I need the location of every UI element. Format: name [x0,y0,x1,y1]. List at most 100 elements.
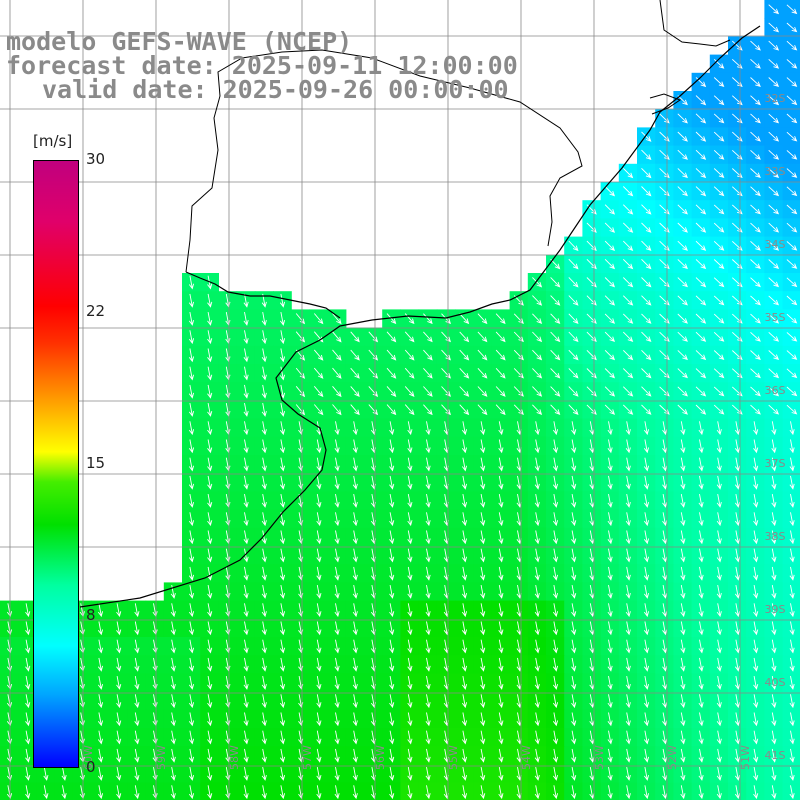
wind-arrow [677,168,688,179]
wind-speed-cell [782,327,800,347]
wind-arrow [425,585,431,599]
wind-arrow [713,277,725,288]
wind-arrow [771,512,777,527]
wind-arrow [334,621,340,636]
wind-arrow [552,730,559,745]
wind-arrow [771,475,777,490]
wind-arrow [498,548,504,563]
wind-arrow [753,566,759,581]
wind-arrow [170,785,176,800]
wind-arrow [459,331,470,343]
wind-arrow [716,748,722,763]
wind-arrow [695,149,707,160]
wind-arrow [680,603,686,618]
wind-speed-cell [782,72,800,92]
wind-arrow [698,475,704,490]
wind-arrow [698,657,704,672]
wind-arrow [332,404,342,416]
colorbar-tick-8: 8 [86,606,96,624]
wind-arrow [768,131,780,142]
wind-arrow [534,767,540,781]
wind-arrow [677,149,688,160]
wind-arrow [279,712,286,727]
wind-arrow [750,295,761,306]
wind-arrow [716,657,722,672]
wind-arrow [643,657,650,672]
wind-arrow [607,530,613,545]
wind-arrow [188,384,195,399]
wind-arrow [243,585,249,599]
wind-arrow [552,566,559,581]
wind-speed-cell [782,254,800,274]
wind-arrow [534,694,540,709]
wind-arrow [622,386,634,397]
wind-arrow [261,512,267,527]
wind-arrow [753,512,759,527]
wind-arrow [716,712,722,727]
wind-arrow [786,204,798,215]
wind-arrow [713,186,725,197]
wind-arrow [368,404,379,416]
wind-arrow [188,457,195,472]
wind-arrow [513,368,524,379]
wind-arrow [716,676,722,690]
wind-arrow [716,530,722,545]
wind-arrow [243,712,249,727]
wind-arrow [550,313,561,324]
wind-arrow [771,621,777,636]
wind-arrow [698,494,704,508]
longitude-label: 56W [374,745,387,770]
wind-arrow [753,439,759,454]
wind-arrow [498,566,504,581]
wind-arrow [459,404,470,416]
wind-arrow [786,368,798,379]
wind-arrow [643,603,650,618]
wind-speed-cell [782,127,800,147]
wind-arrow [498,494,504,508]
wind-arrow [389,657,395,672]
longitude-label: 60W [82,745,95,770]
wind-arrow [622,277,634,288]
wind-arrow [604,186,616,197]
wind-arrow [571,512,577,527]
coastline-plata [185,271,341,319]
wind-arrow [368,367,379,379]
wind-arrow [734,421,741,436]
wind-arrow [170,748,176,763]
wind-arrow [643,639,650,654]
wind-arrow [607,421,613,436]
wind-arrow [643,457,650,472]
wind-arrow [625,603,631,618]
wind-arrow [389,603,395,618]
wind-arrow [279,639,286,654]
wind-arrow [404,367,415,379]
border-line-north [659,0,731,47]
wind-arrow [334,548,340,563]
wind-arrow [407,475,413,490]
wind-arrow [134,785,140,800]
wind-arrow [188,366,195,381]
wind-arrow [734,712,741,727]
wind-arrow [498,730,504,745]
wind-arrow [316,748,322,763]
wind-arrow [425,421,431,436]
wind-arrow [407,657,413,672]
wind-arrow [279,384,286,399]
wind-arrow [607,676,613,690]
wind-arrow [25,639,31,654]
wind-arrow [713,58,725,69]
wind-arrow [586,277,597,288]
wind-arrow [695,404,707,415]
wind-arrow [607,621,613,636]
border-line-east [649,93,682,115]
wind-arrow [334,566,340,581]
wind-arrow [641,222,652,233]
wind-arrow [389,512,395,527]
wind-arrow [768,350,780,360]
wind-arrow [604,404,616,415]
wind-arrow [750,386,761,397]
wind-arrow [698,548,704,563]
wind-arrow [498,475,504,490]
wind-arrow [789,585,795,599]
wind-arrows [6,4,798,800]
